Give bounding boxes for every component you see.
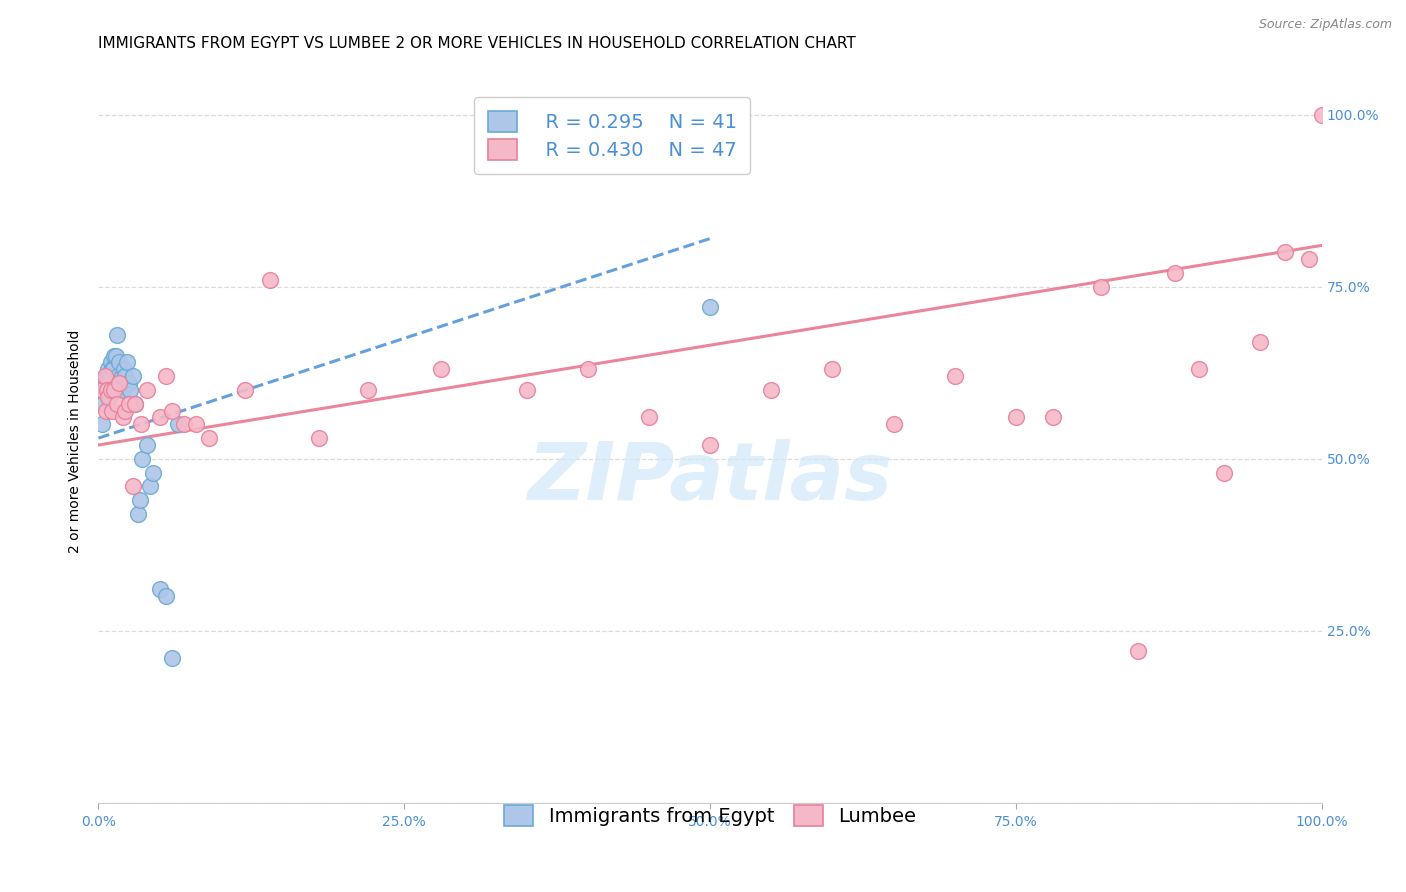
Point bbox=[430, 362, 453, 376]
Point bbox=[1128, 644, 1150, 658]
Point bbox=[515, 383, 537, 397]
Legend: Immigrants from Egypt, Lumbee: Immigrants from Egypt, Lumbee bbox=[491, 791, 929, 840]
Point bbox=[97, 362, 120, 376]
Point bbox=[1004, 410, 1026, 425]
Point bbox=[98, 390, 121, 404]
Point bbox=[91, 417, 114, 432]
Point bbox=[111, 410, 134, 425]
Point bbox=[1090, 279, 1112, 293]
Point bbox=[124, 397, 146, 411]
Point bbox=[155, 590, 177, 604]
Point bbox=[115, 355, 138, 369]
Point bbox=[576, 362, 599, 376]
Point bbox=[142, 466, 165, 480]
Point bbox=[94, 376, 117, 390]
Point bbox=[149, 410, 172, 425]
Point bbox=[101, 362, 124, 376]
Y-axis label: 2 or more Vehicles in Household: 2 or more Vehicles in Household bbox=[69, 330, 83, 553]
Point bbox=[110, 383, 132, 397]
Point bbox=[233, 383, 256, 397]
Point bbox=[103, 349, 125, 363]
Point bbox=[101, 403, 124, 417]
Point bbox=[114, 403, 136, 417]
Point bbox=[108, 376, 131, 390]
Point bbox=[98, 369, 121, 384]
Point bbox=[1298, 252, 1320, 267]
Point bbox=[118, 397, 141, 411]
Point bbox=[124, 397, 146, 411]
Point bbox=[96, 383, 118, 397]
Point bbox=[104, 349, 127, 363]
Point bbox=[108, 355, 131, 369]
Point bbox=[943, 369, 966, 384]
Point bbox=[111, 369, 134, 384]
Point bbox=[637, 410, 661, 425]
Point bbox=[129, 493, 152, 508]
Point bbox=[103, 383, 125, 397]
Point bbox=[160, 403, 183, 417]
Point bbox=[97, 390, 120, 404]
Point bbox=[1310, 108, 1333, 122]
Point bbox=[167, 417, 190, 432]
Point bbox=[112, 362, 135, 376]
Point bbox=[821, 362, 844, 376]
Point bbox=[107, 369, 129, 384]
Point bbox=[1164, 266, 1187, 280]
Point bbox=[96, 383, 118, 397]
Point bbox=[120, 383, 142, 397]
Point bbox=[155, 369, 177, 384]
Text: IMMIGRANTS FROM EGYPT VS LUMBEE 2 OR MORE VEHICLES IN HOUSEHOLD CORRELATION CHAR: IMMIGRANTS FROM EGYPT VS LUMBEE 2 OR MOR… bbox=[98, 36, 856, 51]
Point bbox=[308, 431, 330, 445]
Point bbox=[114, 369, 136, 384]
Point bbox=[883, 417, 905, 432]
Point bbox=[94, 369, 117, 384]
Point bbox=[131, 451, 153, 466]
Point bbox=[173, 417, 195, 432]
Point bbox=[111, 383, 134, 397]
Text: Source: ZipAtlas.com: Source: ZipAtlas.com bbox=[1258, 18, 1392, 31]
Point bbox=[136, 438, 159, 452]
Point bbox=[100, 369, 122, 384]
Point bbox=[100, 355, 122, 369]
Point bbox=[1274, 245, 1296, 260]
Point bbox=[93, 369, 115, 384]
Point bbox=[356, 383, 378, 397]
Point bbox=[149, 582, 172, 597]
Point bbox=[1212, 466, 1234, 480]
Point bbox=[97, 376, 120, 390]
Point bbox=[699, 301, 721, 315]
Point bbox=[1188, 362, 1211, 376]
Point bbox=[139, 479, 162, 493]
Text: ZIPatlas: ZIPatlas bbox=[527, 439, 893, 516]
Point bbox=[127, 507, 149, 521]
Point bbox=[129, 417, 152, 432]
Point bbox=[101, 362, 124, 376]
Point bbox=[121, 479, 143, 493]
Point bbox=[94, 403, 117, 417]
Point bbox=[91, 383, 114, 397]
Point bbox=[699, 438, 721, 452]
Point bbox=[118, 376, 141, 390]
Point bbox=[136, 383, 159, 397]
Point bbox=[160, 651, 183, 665]
Point bbox=[186, 417, 208, 432]
Point bbox=[121, 369, 143, 384]
Point bbox=[93, 383, 115, 397]
Point bbox=[105, 397, 128, 411]
Point bbox=[100, 383, 122, 397]
Point bbox=[197, 431, 219, 445]
Point bbox=[259, 273, 281, 287]
Point bbox=[91, 397, 114, 411]
Point bbox=[105, 327, 128, 342]
Point bbox=[1249, 334, 1271, 349]
Point bbox=[1042, 410, 1064, 425]
Point bbox=[96, 369, 118, 384]
Point bbox=[761, 383, 783, 397]
